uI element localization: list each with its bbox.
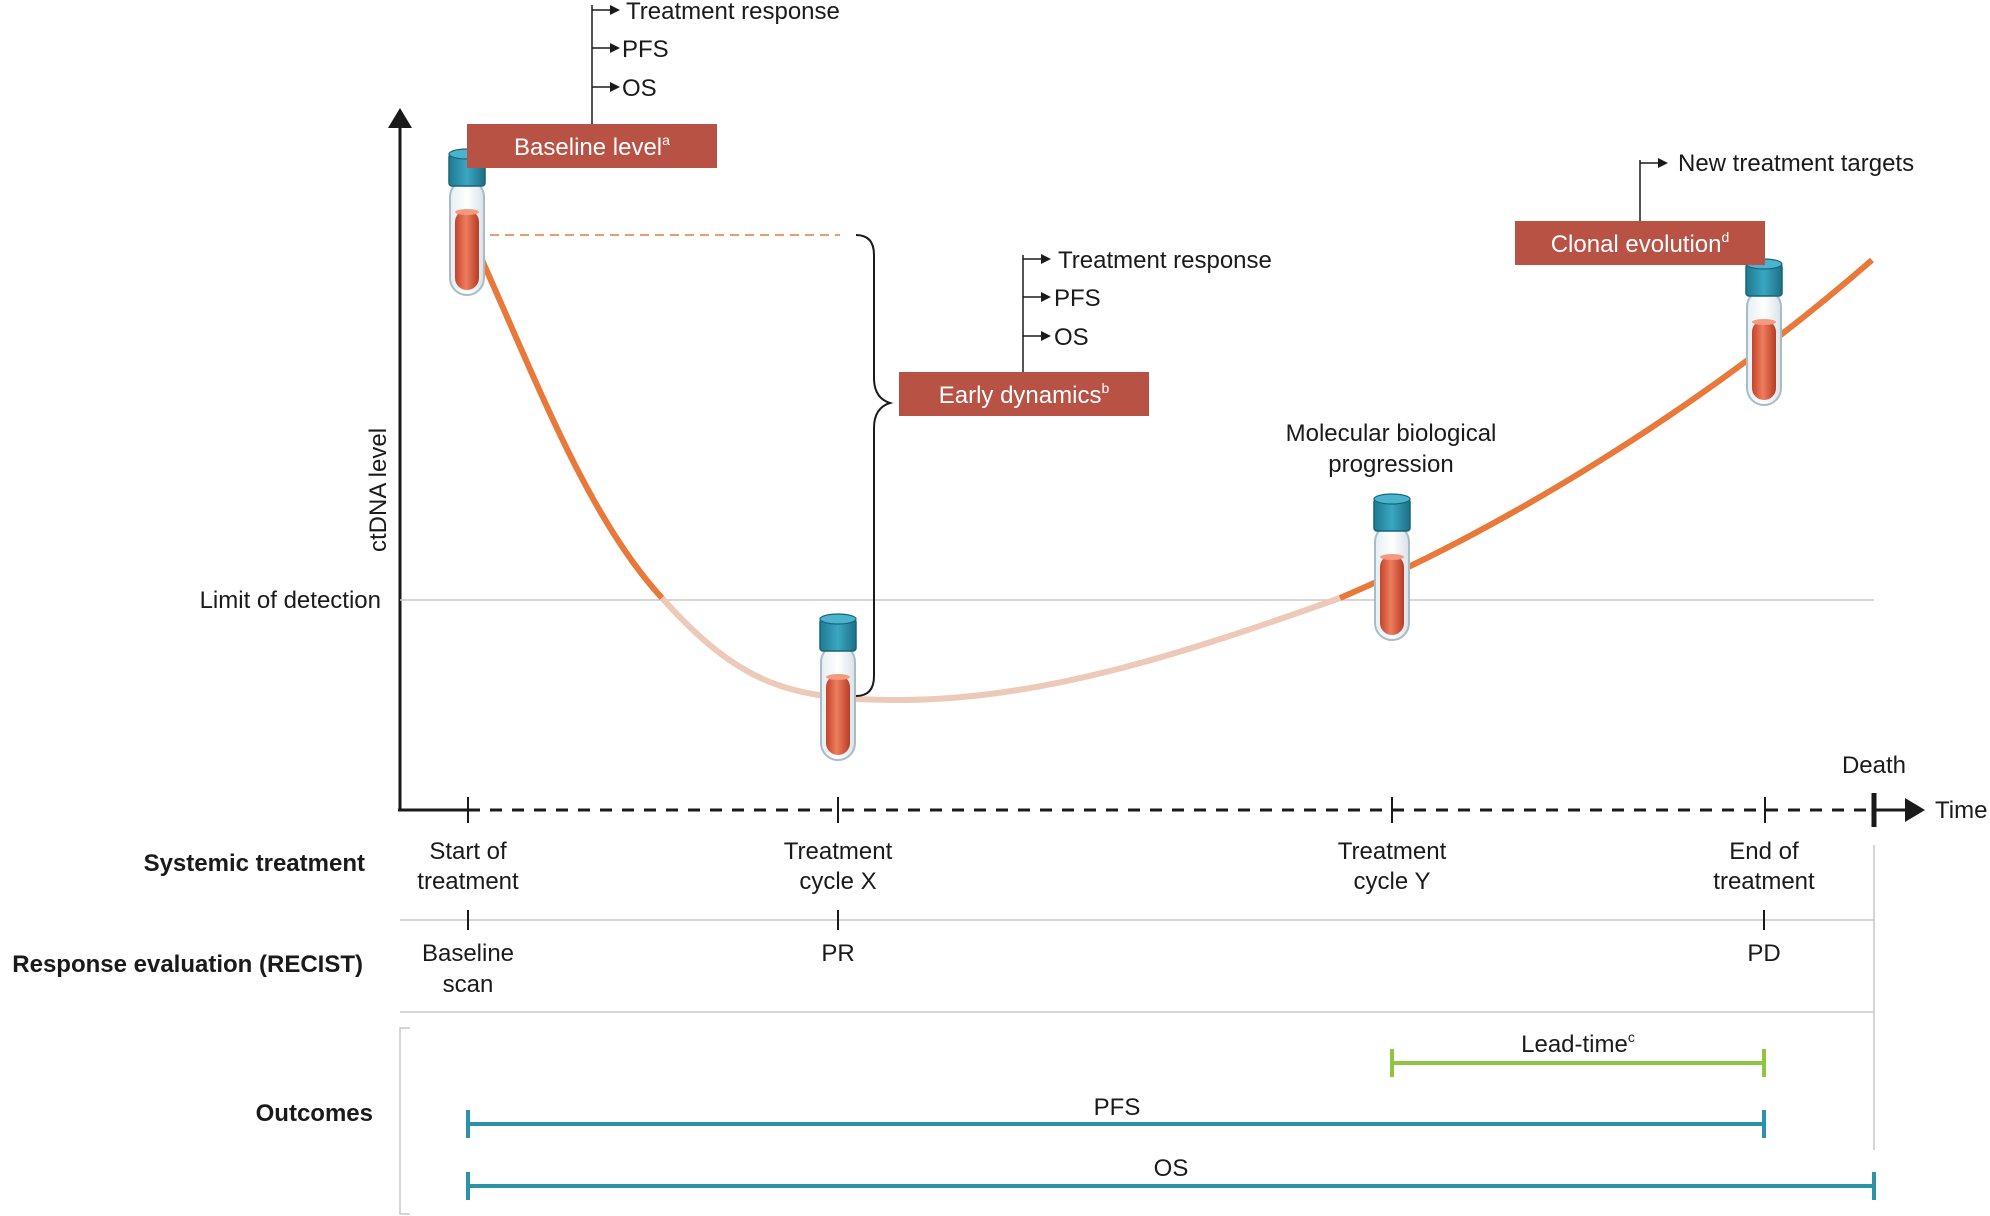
blood-tube-end-icon (1745, 258, 1783, 406)
systemic-item-cycle-y-line2: cycle Y (1354, 868, 1431, 895)
systemic-item-start-line1: Start of (429, 838, 507, 865)
baseline-branch-os: OS (622, 75, 657, 102)
systemic-item-start-line2: treatment (417, 868, 519, 895)
blood-tube-cycle-y-icon (1373, 493, 1411, 641)
response-evaluation-header: Response evaluation (RECIST) (12, 951, 363, 978)
y-axis-arrowhead (388, 108, 412, 128)
systemic-item-end-line2: treatment (1713, 868, 1815, 895)
molecular-progression-label-line1: Molecular biological (1286, 420, 1497, 447)
early-branch-tree (1022, 254, 1051, 372)
response-item-pr: PR (821, 940, 854, 967)
ctdna-curve-undetectable-segment (659, 595, 1342, 704)
baseline-branch-tree (591, 5, 620, 124)
outcomes-header: Outcomes (256, 1100, 373, 1127)
response-item-baseline-line2: scan (443, 971, 494, 998)
lead-time-label: Lead-timec (1521, 1029, 1635, 1058)
blood-tube-cycle-x-icon (819, 613, 857, 761)
response-item-baseline-line1: Baseline (422, 940, 514, 967)
baseline-level-label: Baseline levela (514, 132, 670, 161)
baseline-branch-pfs: PFS (622, 36, 669, 63)
systemic-item-cycle-x-line1: Treatment (784, 838, 893, 865)
early-branch-treatment-response: Treatment response (1058, 247, 1272, 274)
baseline-branch-treatment-response: Treatment response (626, 0, 840, 25)
early-branch-pfs: PFS (1054, 285, 1101, 312)
early-branch-os: OS (1054, 324, 1089, 351)
systemic-item-cycle-y-line1: Treatment (1338, 838, 1447, 865)
outcomes-bracket (399, 1027, 410, 1215)
pfs-label: PFS (1094, 1094, 1141, 1121)
y-axis-label: ctDNA level (365, 428, 392, 552)
baseline-level-box (467, 124, 717, 168)
clonal-evolution-label: Clonal evolutiond (1551, 229, 1730, 258)
ctdna-curve-baseline-segment (479, 258, 665, 601)
molecular-progression-label-line2: progression (1328, 451, 1453, 478)
blood-tube-baseline-icon (448, 148, 486, 296)
x-axis-label: Time (1935, 797, 1987, 824)
death-label: Death (1842, 752, 1906, 779)
clonal-branch-tree (1639, 158, 1668, 221)
systemic-item-end-line1: End of (1729, 838, 1799, 865)
early-dynamics-label: Early dynamicsb (939, 380, 1110, 409)
early-dynamics-brace (855, 234, 894, 697)
systemic-treatment-header: Systemic treatment (144, 850, 365, 877)
clonal-evolution-box (1515, 221, 1765, 265)
systemic-item-cycle-x-line2: cycle X (799, 868, 876, 895)
early-dynamics-box (899, 372, 1149, 416)
limit-of-detection-label: Limit of detection (200, 587, 381, 614)
os-label: OS (1154, 1155, 1189, 1182)
response-item-pd: PD (1747, 940, 1780, 967)
x-axis-arrowhead (1905, 798, 1925, 822)
clonal-branch-new-targets: New treatment targets (1678, 150, 1914, 177)
